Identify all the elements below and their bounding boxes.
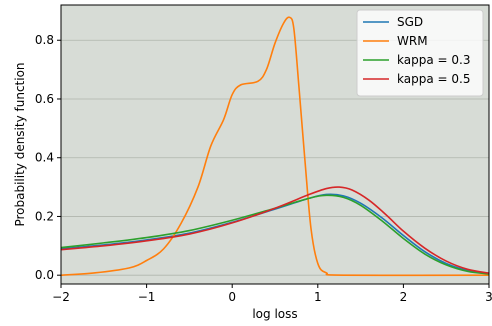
x-axis: −2 −1 0 1 2 3 [52,284,492,304]
y-tick-label: 0.6 [35,92,54,106]
y-tick-label: 0.4 [35,151,54,165]
y-axis-label: Probability density function [13,62,27,226]
legend: SGD WRM kappa = 0.3 kappa = 0.5 [356,9,484,97]
series-line-wrm [60,16,490,277]
series-line-kappa-0-3 [60,194,490,275]
legend-box [356,9,484,97]
x-tick-label: 3 [485,290,492,304]
x-axis-label: log loss [252,307,297,321]
y-axis: 0.0 0.2 0.4 0.6 0.8 [35,33,61,282]
x-tick-label: 2 [400,290,408,304]
legend-label-kappa-0-3: kappa = 0.3 [397,53,470,67]
y-tick-label: 0.8 [35,33,54,47]
x-tick-label: −1 [138,290,156,304]
legend-label-kappa-0-5: kappa = 0.5 [397,72,470,86]
plot-frame [60,4,490,285]
x-tick-label: 1 [314,290,322,304]
series-lines [60,16,490,277]
legend-label-wrm: WRM [397,34,428,48]
series-line-kappa-0-5 [60,186,490,274]
y-tick-label: 0.2 [35,209,54,223]
y-tick-label: 0.0 [35,268,54,282]
legend-label-sgd: SGD [397,15,423,29]
x-tick-label: 0 [228,290,236,304]
series-line-sgd [60,193,490,275]
x-tick-label: −2 [52,290,70,304]
